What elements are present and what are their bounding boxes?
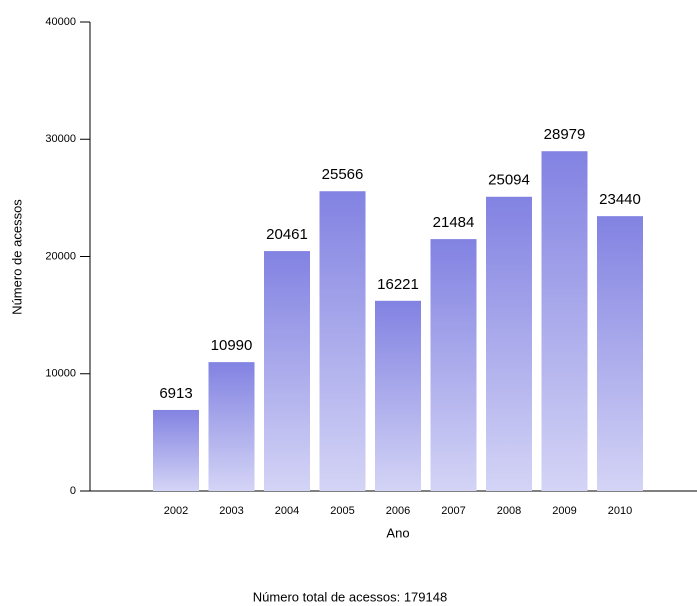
- bar: [375, 300, 421, 491]
- x-tick-label: 2005: [330, 505, 354, 517]
- bar: [319, 191, 366, 491]
- data-label: 23440: [599, 191, 641, 208]
- data-label: 20461: [266, 226, 308, 243]
- x-tick-label: 2004: [275, 505, 299, 517]
- y-tick-label: 0: [70, 485, 76, 497]
- y-tick-label: 10000: [45, 368, 76, 380]
- data-label: 6913: [159, 385, 192, 402]
- bar: [597, 216, 643, 491]
- bar: [430, 239, 477, 491]
- data-label: 21484: [433, 214, 475, 231]
- x-tick-label: 2003: [219, 505, 243, 517]
- y-tick-label: 20000: [45, 250, 76, 262]
- data-label: 16221: [377, 276, 419, 293]
- bar: [264, 251, 310, 491]
- x-tick-label: 2007: [441, 505, 465, 517]
- y-tick-label: 30000: [45, 133, 76, 145]
- bar: [208, 362, 255, 491]
- data-label: 28979: [544, 126, 586, 143]
- y-tick-label: 40000: [45, 16, 76, 28]
- y-axis-label: Número de acessos: [9, 199, 24, 315]
- data-label: 25566: [322, 166, 364, 183]
- x-tick-label: 2010: [608, 505, 632, 517]
- x-tick-label: 2006: [386, 505, 410, 517]
- data-label: 10990: [211, 337, 253, 354]
- data-label: 25094: [488, 172, 530, 189]
- x-tick-label: 2008: [497, 505, 521, 517]
- bar: [486, 196, 532, 492]
- bar: [153, 409, 199, 491]
- bar: [541, 151, 588, 491]
- x-tick-label: 2009: [552, 505, 576, 517]
- footer: Número total de acessos: 179148: [253, 589, 447, 604]
- x-tick-label: 2002: [164, 505, 188, 517]
- x-axis-label: Ano: [386, 525, 409, 540]
